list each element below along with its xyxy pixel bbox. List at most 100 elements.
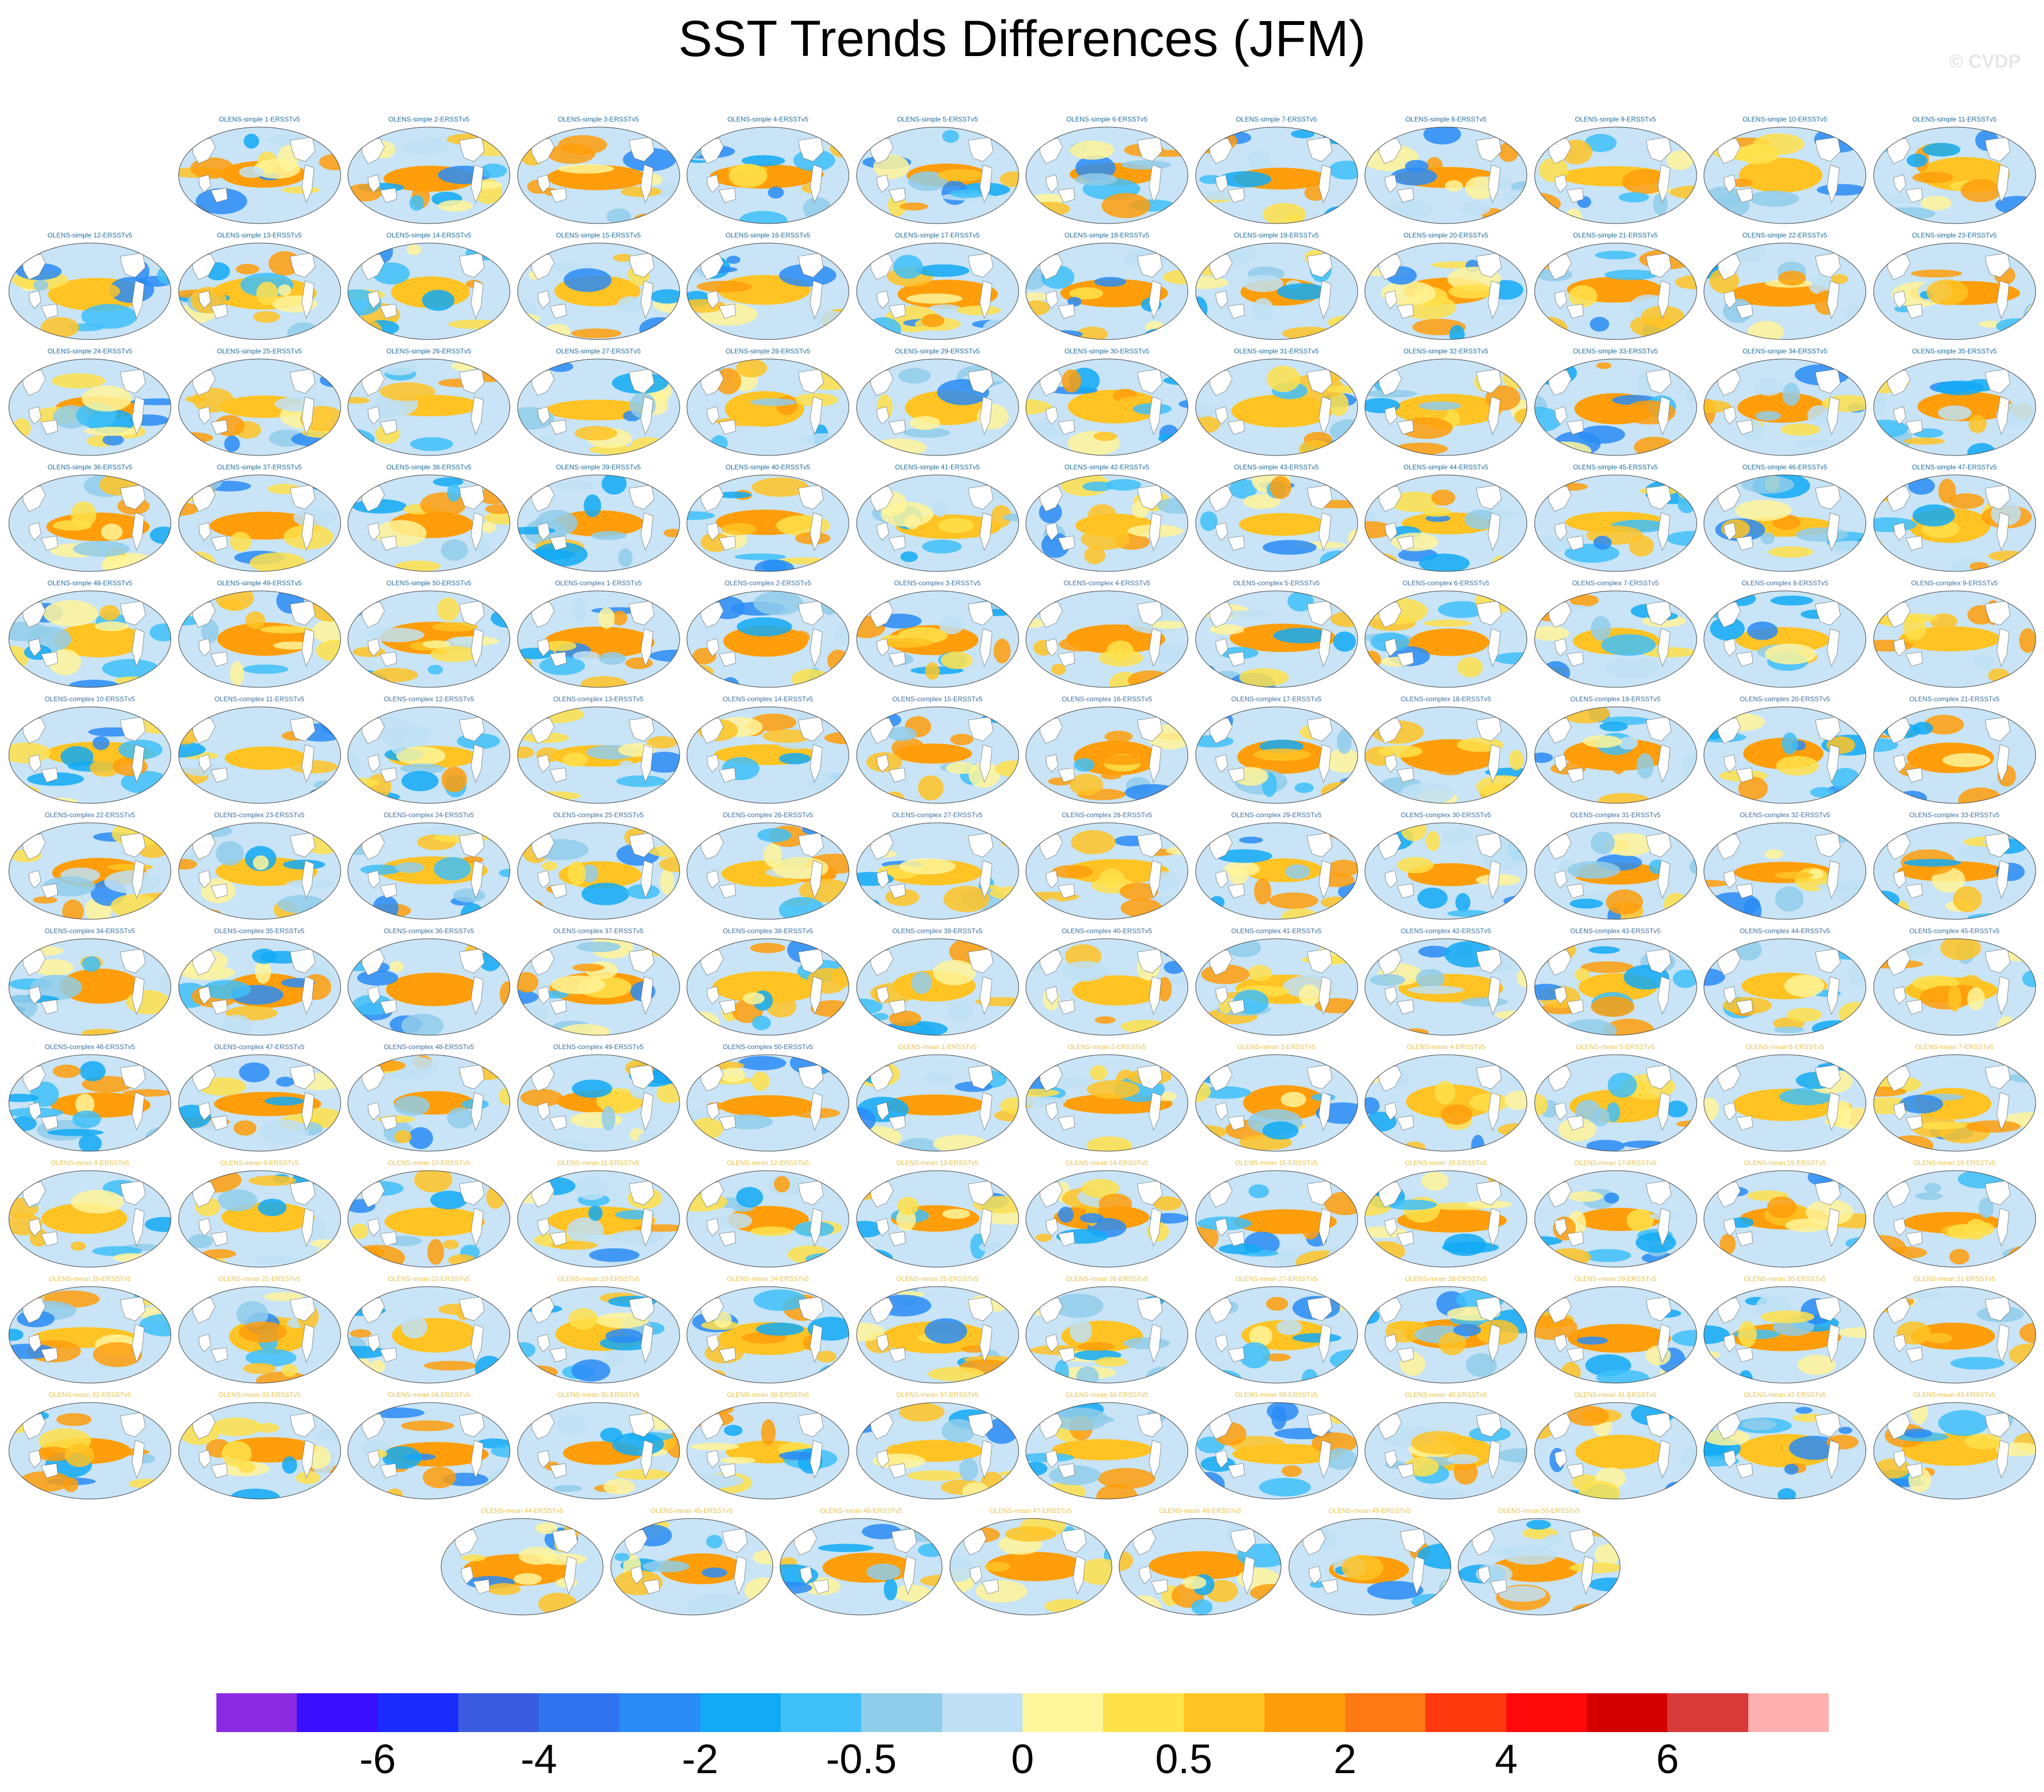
panel-title: OLENS-mean 2-ERSSTv5 [1067,1043,1146,1051]
colorbar-box [619,1693,700,1732]
sst-map [686,822,849,920]
map-panel: OLENS-mean 33-ERSSTv5 [176,1390,343,1501]
map-panel: OLENS-simple 9-ERSSTv5 [1532,115,1699,226]
map-panel: OLENS-mean 18-ERSSTv5 [1702,1158,1868,1269]
map-panel: OLENS-simple 27-ERSSTv5 [515,347,682,458]
map-panel: OLENS-mean 35-ERSSTv5 [515,1390,682,1501]
sst-map [347,1170,510,1268]
panel-title: OLENS-mean 48-ERSSTv5 [1158,1507,1242,1515]
sst-map [1364,822,1527,920]
panel-title: OLENS-simple 40-ERSSTv5 [725,463,811,471]
colorbar-tick-label: -4 [520,1736,558,1782]
sst-map [1873,938,2036,1036]
sst-map [1873,1402,2036,1500]
panel-title: OLENS-simple 34-ERSSTv5 [1742,347,1828,355]
sst-map [1873,706,2036,804]
map-panel: OLENS-complex 38-ERSSTv5 [685,927,851,1037]
sst-map [347,358,510,456]
colorbar-box [781,1693,862,1732]
panel-title: OLENS-mean 33-ERSSTv5 [218,1391,301,1399]
panel-title: OLENS-simple 23-ERSSTv5 [1912,231,1997,239]
sst-map [8,1286,171,1384]
panel-title: OLENS-complex 21-ERSSTv5 [1909,695,2000,703]
panel-title: OLENS-complex 11-ERSSTv5 [214,695,305,703]
panel-title: OLENS-mean 36-ERSSTv5 [726,1391,809,1399]
sst-map [856,474,1019,572]
map-panel: OLENS-complex 19-ERSSTv5 [1532,695,1699,806]
panel-title: OLENS-complex 35-ERSSTv5 [214,927,305,935]
map-panel: OLENS-simple 31-ERSSTv5 [1193,347,1360,458]
colorbar-box [861,1693,942,1732]
panel-title: OLENS-simple 42-ERSSTv5 [1064,463,1150,471]
panel-title: OLENS-mean 24-ERSSTv5 [726,1275,809,1283]
map-panel: OLENS-complex 4-ERSSTv5 [1024,579,1190,690]
map-panel: OLENS-simple 43-ERSSTv5 [1193,463,1360,574]
panel-title: OLENS-simple 49-ERSSTv5 [217,579,302,587]
sst-map [517,590,680,688]
map-panel: OLENS-complex 30-ERSSTv5 [1363,811,1529,922]
panel-title: OLENS-complex 31-ERSSTv5 [1570,811,1661,819]
colorbar-tick-label: -6 [359,1736,396,1782]
sst-map [1534,1402,1697,1500]
panel-grid: OLENS-simple 1-ERSSTv5 OLENS-simple 2-ERS… [7,115,2038,1617]
map-panel: OLENS-simple 12-ERSSTv5 [7,231,173,342]
panel-title: OLENS-simple 15-ERSSTv5 [556,231,641,239]
sst-map [1025,1286,1188,1384]
sst-map [1534,706,1697,804]
sst-map [1703,706,1866,804]
panel-title: OLENS-mean 9-ERSSTv5 [220,1159,299,1167]
colorbar-box [1748,1693,1829,1732]
sst-map [1703,938,1866,1036]
colorbar [216,1693,1829,1732]
sst-map [178,242,341,340]
colorbar-tick-label: 4 [1495,1736,1518,1782]
panel-title: OLENS-simple 12-ERSSTv5 [47,231,133,239]
sst-map [1195,1170,1358,1268]
map-panel: OLENS-complex 45-ERSSTv5 [1871,927,2038,1037]
map-panel: OLENS-simple 38-ERSSTv5 [346,463,512,574]
panel-title: OLENS-simple 7-ERSSTv5 [1236,115,1317,123]
map-panel: OLENS-complex 10-ERSSTv5 [7,695,173,806]
panel-title: OLENS-mean 23-ERSSTv5 [557,1275,640,1283]
panel-title: OLENS-complex 49-ERSSTv5 [553,1043,644,1051]
colorbar-box [458,1693,539,1732]
map-panel: OLENS-mean 43-ERSSTv5 [1871,1390,2038,1501]
panel-title: OLENS-complex 16-ERSSTv5 [1061,695,1152,703]
panel-title: OLENS-complex 10-ERSSTv5 [44,695,135,703]
sst-map [856,706,1019,804]
sst-map [178,126,341,224]
map-panel: OLENS-complex 5-ERSSTv5 [1193,579,1360,690]
panel-title: OLENS-complex 2-ERSSTv5 [724,579,812,587]
panel-title: OLENS-simple 14-ERSSTv5 [386,231,472,239]
map-panel: OLENS-complex 43-ERSSTv5 [1532,927,1699,1037]
map-panel: OLENS-mean 8-ERSSTv5 [7,1158,173,1269]
map-panel: OLENS-simple 28-ERSSTv5 [685,347,851,458]
map-panel: OLENS-simple 1-ERSSTv5 [176,115,343,226]
panel-title: OLENS-simple 48-ERSSTv5 [47,579,133,587]
map-panel: OLENS-complex 18-ERSSTv5 [1363,695,1529,806]
map-panel: OLENS-mean 6-ERSSTv5 [1702,1042,1868,1153]
map-panel: OLENS-mean 11-ERSSTv5 [515,1158,682,1269]
panel-title: OLENS-simple 11-ERSSTv5 [1912,115,1997,123]
sst-map [610,1518,773,1616]
map-panel: OLENS-complex 9-ERSSTv5 [1871,579,2038,690]
panel-title: OLENS-mean 31-ERSSTv5 [1913,1275,1996,1283]
map-panel: OLENS-simple 40-ERSSTv5 [685,463,851,574]
panel-title: OLENS-mean 10-ERSSTv5 [387,1159,470,1167]
panel-title: OLENS-simple 24-ERSSTv5 [47,347,133,355]
map-panel: OLENS-mean 44-ERSSTv5 [439,1506,605,1617]
panel-title: OLENS-simple 6-ERSSTv5 [1066,115,1148,123]
sst-map [949,1518,1112,1616]
panel-title: OLENS-simple 3-ERSSTv5 [558,115,639,123]
map-panel: OLENS-complex 17-ERSSTv5 [1193,695,1360,806]
sst-map [1703,1170,1866,1268]
sst-map [856,1286,1019,1384]
sst-map [517,358,680,456]
map-panel: OLENS-simple 50-ERSSTv5 [346,579,512,690]
sst-map [1364,358,1527,456]
colorbar-labels: -6 -4 -2 -0.5 0 0.5 2 4 6 [0,1735,2044,1785]
panel-title: OLENS-mean 50-ERSSTv5 [1497,1507,1581,1515]
panel-title: OLENS-mean 39-ERSSTv5 [1235,1391,1318,1399]
sst-map [686,242,849,340]
panel-title: OLENS-complex 48-ERSSTv5 [383,1043,474,1051]
